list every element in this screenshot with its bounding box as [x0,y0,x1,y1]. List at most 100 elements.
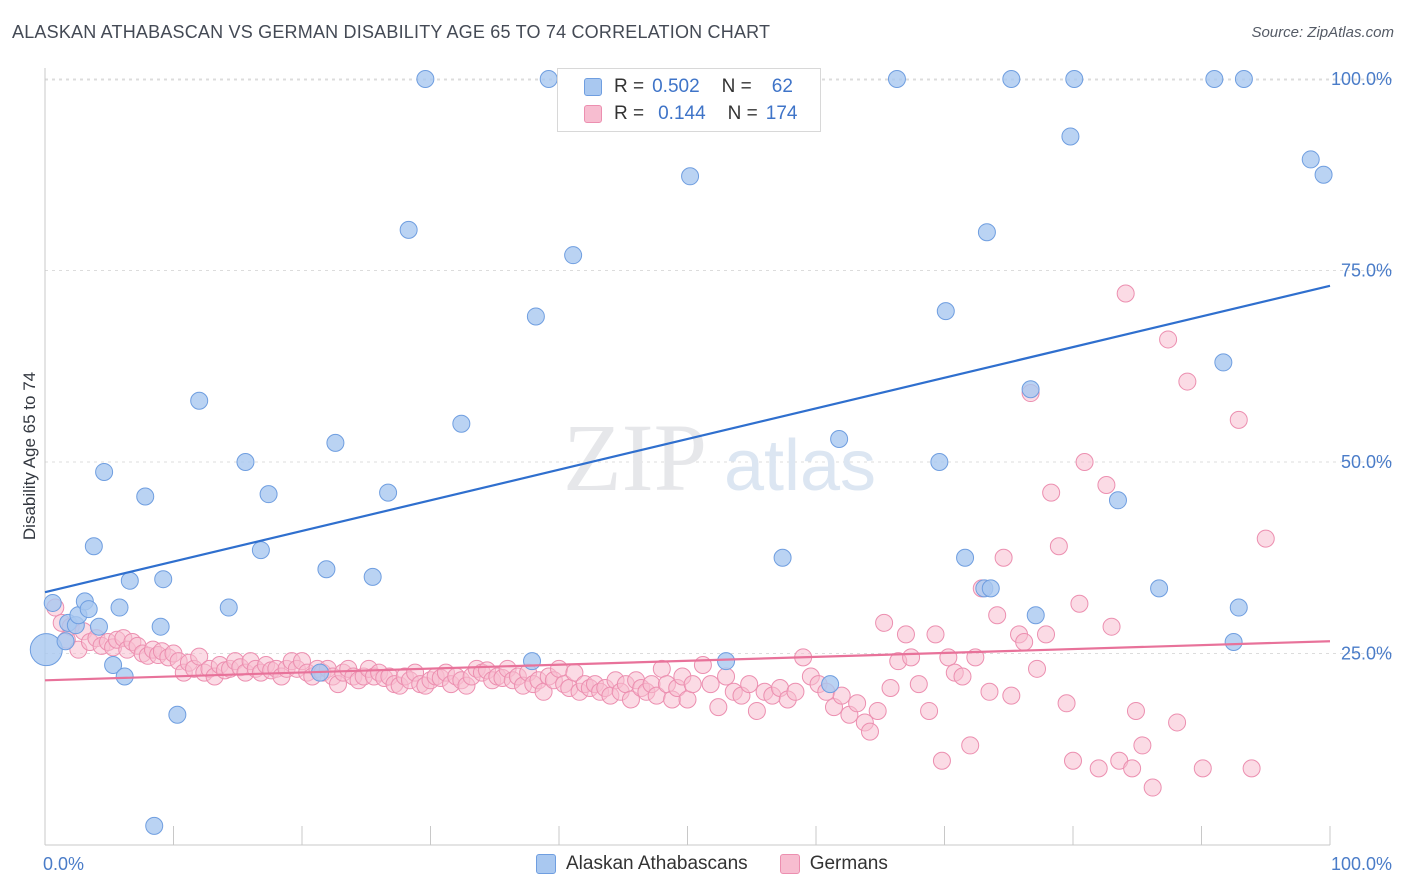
athabascans-point[interactable] [1065,70,1084,88]
germans-point[interactable] [961,736,980,755]
athabascans-point[interactable] [379,483,398,502]
germans-point[interactable] [1126,701,1145,720]
athabascans-point[interactable] [89,617,108,636]
germans-point[interactable] [1097,475,1116,494]
athabascans-point[interactable] [145,816,164,835]
germans-point[interactable] [988,606,1007,625]
athabascans-point[interactable] [259,485,278,504]
athabascans-point[interactable] [981,579,1000,598]
germans-point[interactable] [994,548,1013,567]
germans-point[interactable] [1143,778,1162,797]
athabascans-point[interactable] [936,302,955,321]
germans-point[interactable] [190,647,209,666]
germans-point[interactable] [980,682,999,701]
athabascans-point[interactable] [1026,606,1045,625]
athabascans-point[interactable] [1234,70,1253,88]
germans-point[interactable] [926,625,945,644]
athabascans-point[interactable] [120,571,139,590]
germans-point[interactable] [896,625,915,644]
athabascans-point[interactable] [115,667,134,686]
germans-point[interactable] [786,682,805,701]
germans-point[interactable] [747,701,766,720]
legend-item-athabascans[interactable]: Alaskan Athabascans [536,853,748,875]
athabascans-point[interactable] [104,655,123,674]
germans-point[interactable] [709,698,728,717]
germans-point[interactable] [939,648,958,667]
athabascans-point[interactable] [190,391,209,410]
athabascans-point[interactable] [773,548,792,567]
athabascans-point[interactable] [399,220,418,239]
athabascans-point[interactable] [1205,70,1224,88]
athabascans-point[interactable] [29,633,63,667]
germans-point[interactable] [621,690,640,709]
germans-point[interactable] [1116,284,1135,303]
athabascans-point[interactable] [1314,165,1333,184]
athabascans-point[interactable] [681,167,700,186]
athabascans-point[interactable] [887,70,906,88]
germans-point[interactable] [1159,330,1178,349]
athabascans-point[interactable] [1224,633,1243,652]
athabascans-point[interactable] [564,246,583,265]
athabascans-point[interactable] [136,487,155,506]
germans-point[interactable] [1133,736,1152,755]
athabascans-point[interactable] [219,598,238,617]
athabascans-point[interactable] [168,705,187,724]
germans-point[interactable] [832,686,851,705]
germans-point[interactable] [1168,713,1187,732]
germans-point[interactable] [1123,759,1142,778]
germans-point[interactable] [1102,617,1121,636]
germans-point[interactable] [1057,694,1076,713]
germans-point[interactable] [848,694,867,713]
athabascans-point[interactable] [1150,579,1169,598]
germans-point[interactable] [1002,686,1021,705]
germans-point[interactable] [1242,759,1261,778]
athabascans-point[interactable] [526,307,545,326]
germans-point[interactable] [701,675,720,694]
athabascans-point[interactable] [317,560,336,579]
athabascans-point[interactable] [956,548,975,567]
athabascans-point[interactable] [416,70,435,88]
athabascans-point[interactable] [821,675,840,694]
athabascans-point[interactable] [363,567,382,586]
athabascans-point[interactable] [236,453,255,471]
athabascans-point[interactable] [1229,598,1248,617]
germans-point[interactable] [902,648,921,667]
germans-point[interactable] [678,690,697,709]
germans-point[interactable] [652,659,671,678]
athabascans-point[interactable] [523,652,542,671]
germans-point[interactable] [1015,633,1034,652]
germans-point[interactable] [1256,529,1275,548]
germans-point[interactable] [1193,759,1212,778]
germans-point[interactable] [740,675,759,694]
germans-point[interactable] [1089,759,1108,778]
germans-point[interactable] [920,701,939,720]
germans-point[interactable] [1049,537,1068,556]
athabascans-point[interactable] [1108,491,1127,510]
germans-point[interactable] [953,667,972,686]
athabascans-point[interactable] [717,652,736,671]
athabascans-point[interactable] [1021,380,1040,399]
athabascans-point[interactable] [1301,150,1320,169]
athabascans-point[interactable] [154,570,173,589]
athabascans-point[interactable] [251,541,270,560]
athabascans-point[interactable] [151,617,170,636]
germans-point[interactable] [1178,372,1197,391]
germans-point[interactable] [932,751,951,770]
athabascans-point[interactable] [326,433,345,452]
athabascans-point[interactable] [452,414,471,433]
germans-point[interactable] [875,613,894,632]
athabascans-point[interactable] [95,462,114,481]
athabascans-point[interactable] [930,453,949,471]
athabascans-point[interactable] [56,632,75,651]
athabascans-point[interactable] [79,600,98,619]
athabascans-point[interactable] [43,593,62,612]
germans-point[interactable] [683,675,702,694]
athabascans-point[interactable] [539,70,558,88]
germans-point[interactable] [909,675,928,694]
athabascans-point[interactable] [1214,353,1233,372]
germans-point[interactable] [1028,659,1047,678]
germans-point[interactable] [1070,594,1089,613]
germans-point[interactable] [1037,625,1056,644]
athabascans-point[interactable] [1002,70,1021,88]
athabascans-point[interactable] [1061,127,1080,146]
